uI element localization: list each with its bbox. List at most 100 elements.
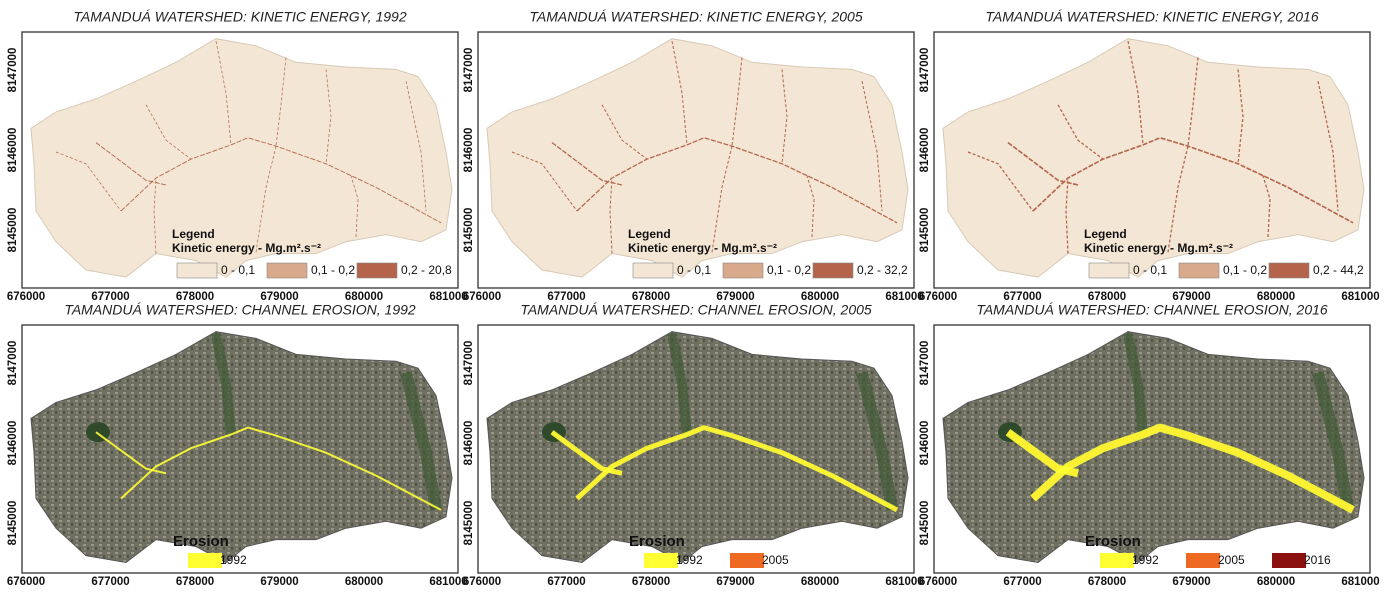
stream [325,69,332,164]
legend-swatch [1268,262,1310,279]
x-coordinate-label: 681000 [1341,291,1379,303]
watershed-area [30,331,453,564]
y-coordinate-label: 8146000 [7,421,19,466]
y-coordinate-label: 8146000 [463,421,475,466]
stream [1262,175,1271,238]
erosion-channel [575,425,899,513]
stream [671,41,688,145]
x-coordinate-label: 676000 [7,291,45,303]
panel-title: TAMANDUÁ WATERSHED: CHANNEL EROSION, 199… [64,302,416,318]
watershed-area [486,38,909,278]
legend-title: Erosion [1085,533,1141,550]
y-coordinate-label: 8145000 [919,501,931,546]
watershed-area [942,331,1365,564]
x-coordinate-label: 679000 [260,291,298,303]
stream [609,177,613,254]
x-coordinate-label: 680000 [801,291,839,303]
legend-swatch [644,553,678,568]
stream [731,57,743,147]
legend-label: 1992 [220,553,247,567]
map-panel: TAMANDUÁ WATERSHED: CHANNEL EROSION, 199… [7,302,468,588]
legend-label: 2016 [1304,553,1331,567]
x-coordinate-label: 678000 [176,291,214,303]
x-coordinate-label: 681000 [885,576,923,588]
legend: Erosion 1992 [173,533,247,568]
vegetation [211,332,236,435]
erosion-channel [550,430,623,476]
y-coordinate-label: 8147000 [7,341,19,386]
stream [255,146,277,253]
watershed [486,331,909,564]
legend-swatch [1178,262,1220,279]
map-panel: TAMANDUÁ WATERSHED: KINETIC ENERGY, 2016… [919,9,1380,303]
x-coordinate-label: 680000 [345,291,383,303]
legend-label: 2005 [762,553,789,567]
map-panel: TAMANDUÁ WATERSHED: CHANNEL EROSION, 200… [463,302,924,588]
legend-swatch [1186,553,1220,568]
x-coordinate-label: 678000 [632,291,670,303]
legend-label: 2005 [1218,553,1245,567]
x-coordinate-label: 679000 [716,291,754,303]
x-coordinate-label: 677000 [1003,576,1041,588]
y-coordinate-label: 8147000 [463,341,475,386]
panel-title: TAMANDUÁ WATERSHED: CHANNEL EROSION, 201… [976,302,1328,318]
x-coordinate-label: 677000 [547,576,585,588]
legend-swatch [266,262,308,279]
y-coordinate-label: 8145000 [463,208,475,253]
x-coordinate-label: 680000 [801,576,839,588]
x-coordinate-label: 678000 [176,576,214,588]
x-coordinate-label: 677000 [91,576,129,588]
legend: Erosion 1992 2005 [629,533,789,568]
stream [1167,145,1189,253]
y-coordinate-label: 8145000 [463,501,475,546]
x-coordinate-label: 679000 [1172,576,1210,588]
stream [1057,104,1104,160]
stream [601,104,648,160]
stream [551,142,623,186]
stream [1007,141,1079,186]
y-coordinate-label: 8147000 [919,341,931,386]
legend-label: 0,2 - 32,2 [857,263,908,277]
legend-subtitle: Kinetic energy - Mg.m².s⁻² [1084,241,1233,255]
x-coordinate-label: 676000 [7,576,45,588]
legend-subtitle: Kinetic energy - Mg.m².s⁻² [628,241,777,255]
watershed [30,331,453,564]
vegetation [667,332,692,435]
x-coordinate-label: 681000 [429,291,467,303]
watershed [30,38,453,278]
legend-label: 0,1 - 0,2 [767,263,811,277]
stream [120,137,442,224]
watershed-area [30,38,453,278]
stream [781,69,788,164]
erosion-channel [1005,428,1079,478]
legend-swatch [632,262,674,279]
watershed-area [942,38,1365,278]
y-coordinate-label: 8146000 [7,128,19,173]
y-coordinate-label: 8147000 [919,48,931,93]
y-coordinate-label: 8145000 [7,208,19,253]
legend-swatch [730,553,764,568]
legend-label: 0,1 - 0,2 [1223,263,1267,277]
legend-label: 0,2 - 20,8 [401,263,452,277]
legend-title: Erosion [173,533,229,550]
stream [511,151,578,212]
erosion-channel [120,426,442,511]
vegetation [400,371,442,511]
x-coordinate-label: 678000 [632,576,670,588]
y-coordinate-label: 8145000 [919,208,931,253]
x-coordinate-label: 679000 [1172,291,1210,303]
stream [806,175,815,238]
legend-swatch [1100,553,1134,568]
legend-swatch [1272,553,1306,568]
panel-title: TAMANDUÁ WATERSHED: KINETIC ENERGY, 1992 [73,9,406,25]
stream [711,145,733,253]
x-coordinate-label: 676000 [919,291,957,303]
stream [145,104,192,160]
y-coordinate-label: 8146000 [919,128,931,173]
legend-swatch [1088,262,1130,279]
erosion-channel [1030,423,1355,514]
stream [275,57,287,147]
watershed [942,331,1365,564]
vegetation [1123,332,1148,435]
